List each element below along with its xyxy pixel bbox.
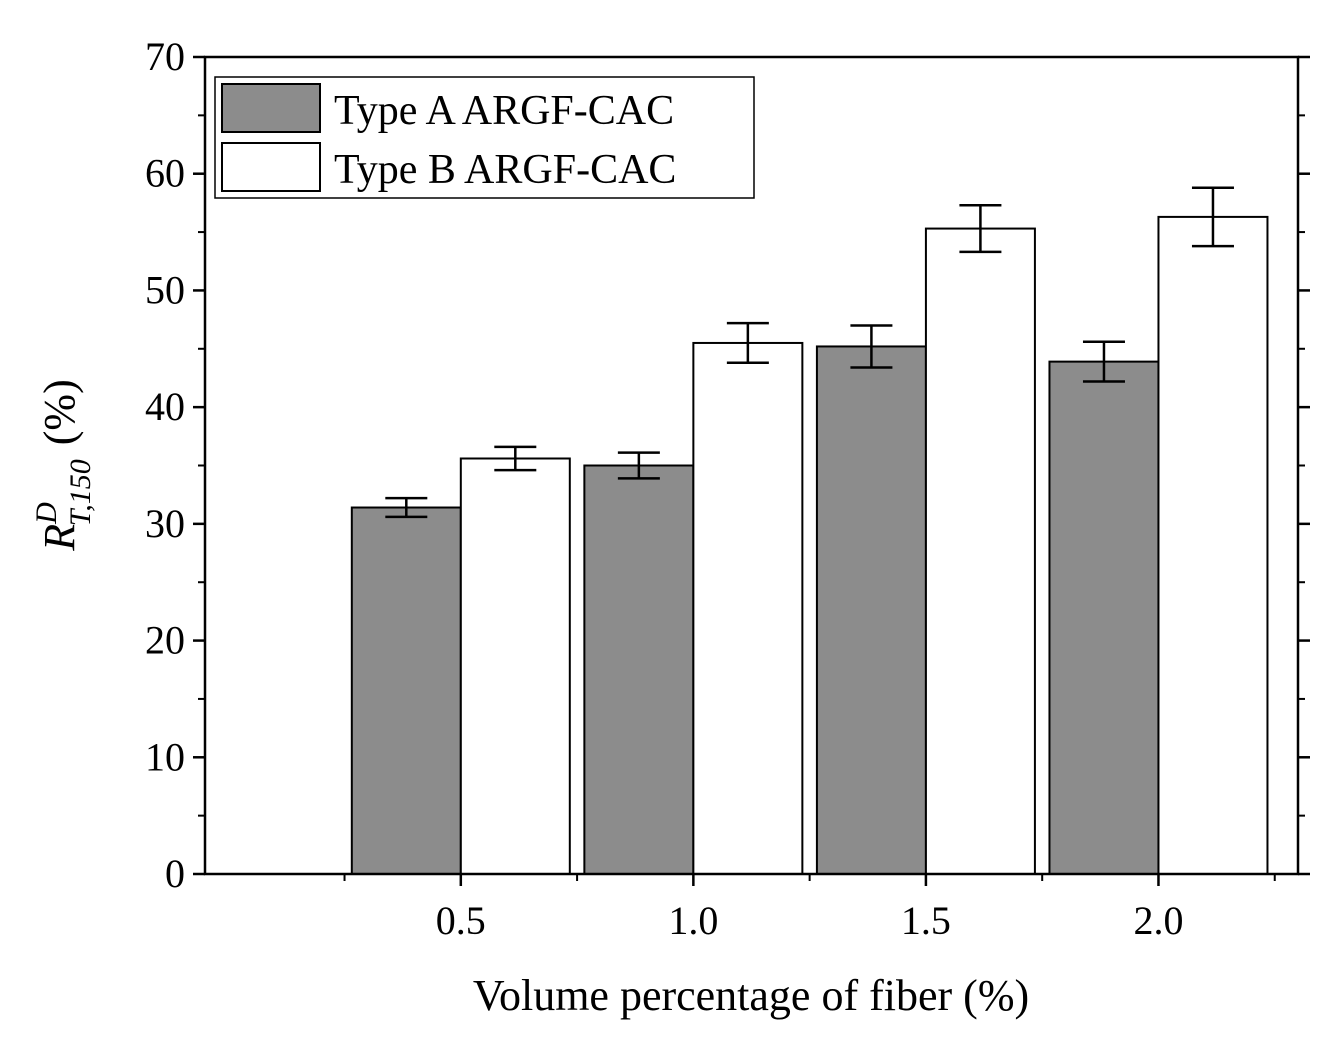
y-axis-subscript: T,150 <box>64 459 97 526</box>
error-bar-series2-cat-1.5 <box>959 203 1002 254</box>
error-bar-series1-cat-2.0 <box>1082 340 1125 383</box>
y-tick-label: 50 <box>145 267 185 312</box>
legend-label-type-b: Type B ARGF-CAC <box>334 147 676 193</box>
bar-series2-cat-0.5 <box>459 457 571 875</box>
error-bar-series2-cat-1.0 <box>726 321 769 365</box>
bar-series1-cat-1.5 <box>815 345 927 875</box>
y-tick-label: 60 <box>145 151 185 196</box>
bar-series2-cat-2.0 <box>1157 215 1269 876</box>
error-bar-series1-cat-0.5 <box>385 496 428 519</box>
y-tick-label: 20 <box>145 618 185 663</box>
x-tick-label: 1.5 <box>901 898 951 943</box>
legend-swatch-type-b <box>221 142 321 192</box>
y-axis-superscript: D <box>30 502 63 525</box>
bars-layer <box>350 215 1269 876</box>
error-bar-series1-cat-1.5 <box>850 324 893 369</box>
y-axis-unit: (%) <box>35 379 84 445</box>
y-axis-title: RDT,150 (%) <box>30 379 97 552</box>
error-bars-layer <box>385 186 1234 519</box>
bar-series1-cat-1.0 <box>583 464 695 875</box>
x-axis-title: Volume percentage of fiber (%) <box>473 971 1029 1020</box>
y-axis-symbol: R <box>35 524 84 552</box>
y-tick-label: 70 <box>145 34 185 79</box>
error-bar-series2-cat-2.0 <box>1191 186 1234 248</box>
error-bar-series2-cat-0.5 <box>494 445 537 472</box>
ticks-layer: 0 10 20 30 40 50 60 70 0.5 1.0 1.5 2.0 <box>145 34 1310 943</box>
x-tick-label: 0.5 <box>436 898 486 943</box>
x-tick-label: 2.0 <box>1133 898 1183 943</box>
legend: Type A ARGF-CAC Type B ARGF-CAC <box>214 76 755 199</box>
y-tick-label: 10 <box>145 734 185 779</box>
bar-series1-cat-2.0 <box>1048 360 1160 876</box>
x-tick-label: 1.0 <box>668 898 718 943</box>
legend-swatch-type-a <box>221 83 321 133</box>
bar-series2-cat-1.0 <box>692 341 804 875</box>
y-tick-label: 30 <box>145 501 185 546</box>
legend-label-type-a: Type A ARGF-CAC <box>334 88 674 134</box>
bar-series2-cat-1.5 <box>924 227 1036 875</box>
y-tick-label: 40 <box>145 384 185 429</box>
error-bar-series1-cat-1.0 <box>617 451 660 480</box>
bar-series1-cat-0.5 <box>350 506 462 875</box>
y-tick-label: 0 <box>165 851 185 896</box>
